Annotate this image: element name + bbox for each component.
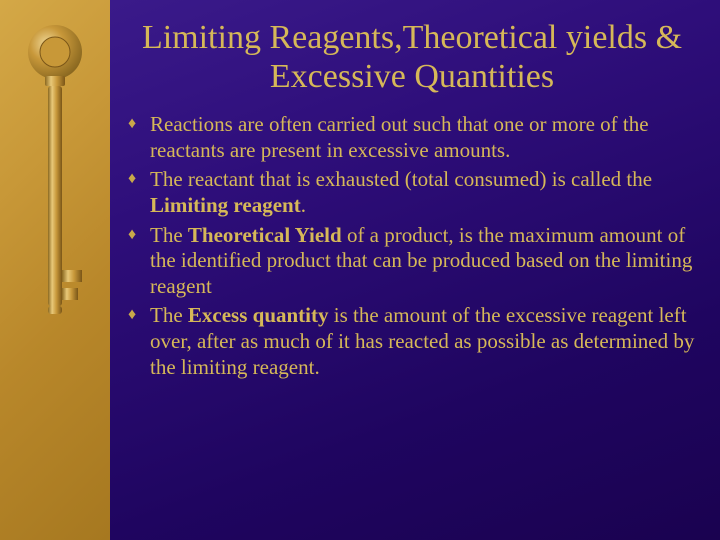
bullet-text-bold: Theoretical Yield [188, 223, 342, 247]
bullet-item: The reactant that is exhausted (total co… [128, 167, 696, 218]
bullet-text-post: . [301, 193, 306, 217]
slide-title: Limiting Reagents,Theoretical yields & E… [128, 18, 696, 96]
bullet-text-bold: Limiting reagent [150, 193, 301, 217]
bullet-text-pre: The [150, 303, 188, 327]
slide-content: Limiting Reagents,Theoretical yields & E… [110, 0, 720, 540]
bullet-text-pre: The reactant that is exhausted (total co… [150, 167, 652, 191]
bullet-item: The Excess quantity is the amount of the… [128, 303, 696, 380]
decorative-sidebar [0, 0, 110, 540]
bullet-item: The Theoretical Yield of a product, is t… [128, 223, 696, 300]
bullet-item: Reactions are often carried out such tha… [128, 112, 696, 163]
bullet-list: Reactions are often carried out such tha… [128, 112, 696, 380]
key-icon [20, 20, 90, 360]
bullet-text-pre: The [150, 223, 188, 247]
bullet-text-bold: Excess quantity [188, 303, 329, 327]
bullet-text-pre: Reactions are often carried out such tha… [150, 112, 649, 162]
